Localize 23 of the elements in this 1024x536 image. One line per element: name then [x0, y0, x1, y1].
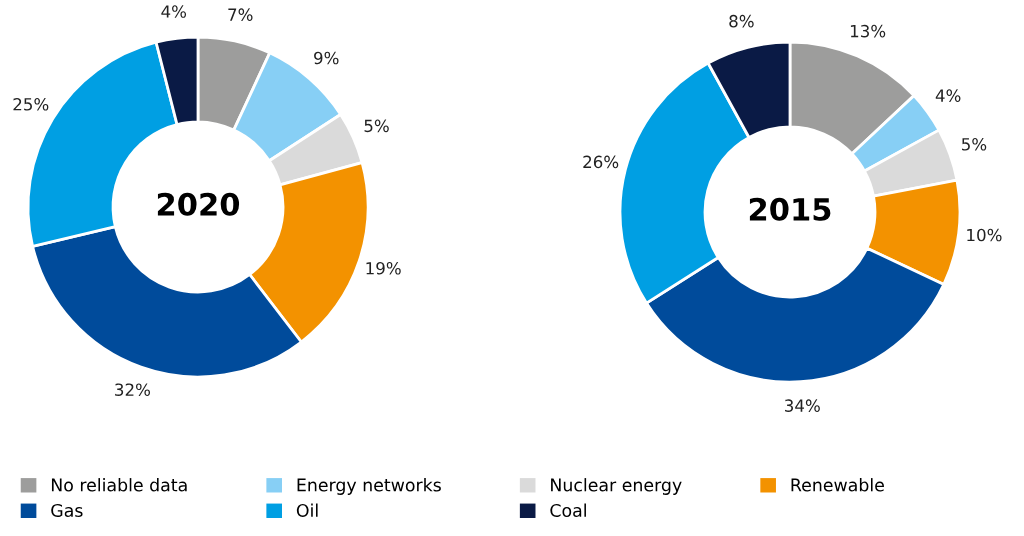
data-label: 19%	[366, 261, 401, 275]
data-label: 4%	[161, 5, 187, 18]
legend-label: No reliable data	[51, 478, 187, 492]
legend-label: Nuclear energy	[551, 478, 682, 495]
legend-label: Oil	[296, 503, 318, 518]
legend-label: Renewable	[791, 478, 884, 492]
data-label: 10%	[967, 228, 1002, 242]
text: 2020	[157, 192, 240, 216]
legend-label: Coal	[550, 503, 586, 518]
data-label: 13%	[850, 24, 886, 38]
data-label: 32%	[115, 383, 151, 396]
data-label: 8%	[729, 14, 754, 28]
legend-label: Gas	[51, 503, 83, 518]
data-label: 26%	[583, 155, 619, 169]
legend-label: Energy networks	[297, 478, 441, 495]
data-label: 9%	[314, 51, 339, 65]
data-label: 5%	[364, 119, 389, 133]
data-label: 34%	[785, 399, 820, 412]
data-label: 7%	[228, 8, 253, 21]
text: 2015	[749, 197, 831, 221]
data-label: 4%	[935, 89, 961, 102]
data-label: 25%	[13, 97, 49, 111]
data-label: 5%	[962, 138, 987, 151]
